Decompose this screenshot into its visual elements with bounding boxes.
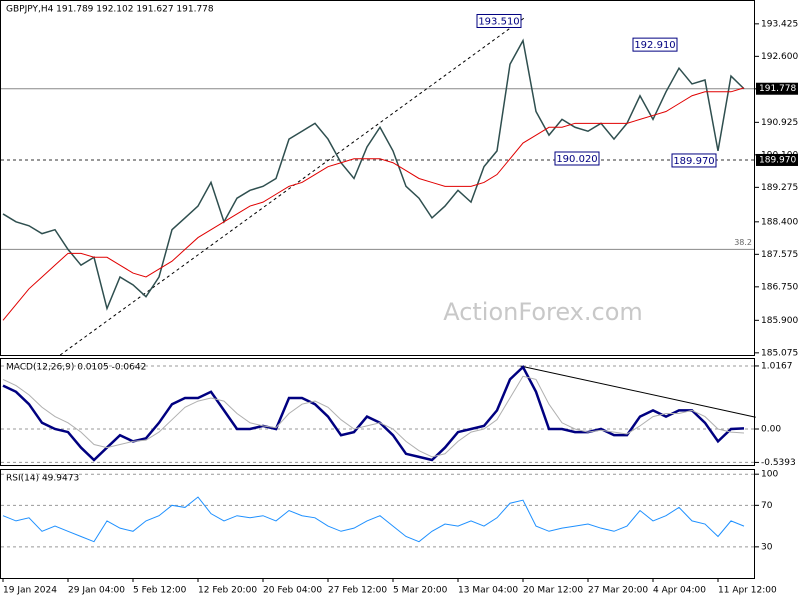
x-tick-label: 27 Mar 20:00 — [588, 586, 648, 596]
panel-title: RSI(14) 49.9473 — [6, 474, 79, 484]
y-tick-label: 1.0167 — [761, 361, 793, 371]
y-tick-label: 70 — [761, 501, 773, 511]
x-tick-label: 5 Mar 20:00 — [393, 586, 448, 596]
fib-label: 38.2 — [734, 238, 752, 247]
y-tick-label: -0.5393 — [761, 458, 796, 468]
watermark: ActionForex.com — [443, 298, 643, 326]
annotation-box — [554, 151, 600, 166]
rsi-panel — [0, 469, 755, 579]
y-tick-label: 30 — [761, 542, 773, 552]
x-tick-label: 13 Mar 04:00 — [458, 586, 518, 596]
annotation-box — [476, 13, 522, 28]
macd-panel — [0, 358, 755, 466]
annotation: 192.910 — [634, 40, 675, 51]
annotation-box — [632, 37, 678, 52]
y-tick-label: 0.00 — [761, 424, 781, 434]
annotation: 189.970 — [673, 156, 714, 167]
x-tick-label: 27 Feb 12:00 — [328, 586, 387, 596]
x-tick-label: 29 Jan 04:00 — [68, 586, 125, 596]
series-line — [2, 87, 745, 321]
price-panel — [0, 0, 755, 356]
series-line — [2, 364, 745, 462]
price-label-box — [756, 153, 798, 166]
x-tick-label: 20 Mar 12:00 — [523, 586, 583, 596]
price-label: 191.778 — [759, 84, 796, 94]
y-tick-label: 188.400 — [761, 217, 798, 227]
y-tick-label: 190.925 — [761, 118, 798, 128]
annotation-box — [671, 153, 717, 168]
price-label: 189.970 — [759, 155, 796, 165]
y-tick-label: 192.600 — [761, 52, 798, 62]
x-tick-label: 12 Feb 20:00 — [198, 586, 257, 596]
series-line — [2, 375, 745, 458]
x-tick-label: 4 Apr 04:00 — [653, 586, 706, 596]
y-tick-label: 193.425 — [761, 19, 798, 29]
x-tick-label: 20 Feb 04:00 — [263, 586, 322, 596]
series-line — [2, 38, 745, 311]
series-line — [2, 496, 745, 543]
panel-title: MACD(12,26,9) 0.0105 -0.0642 — [6, 363, 146, 373]
y-tick-label: 185.900 — [761, 316, 798, 326]
annotation: 193.510 — [478, 16, 519, 27]
y-tick-label: 189.275 — [761, 183, 798, 193]
x-tick-label: 11 Apr 12:00 — [718, 586, 777, 596]
panel-title: GBPJPY,H4 191.789 192.102 191.627 191.77… — [6, 5, 214, 15]
annotation: 190.020 — [556, 154, 597, 165]
y-tick-label: 100 — [761, 470, 778, 480]
y-tick-label: 185.075 — [761, 348, 798, 358]
trendline — [520, 365, 756, 418]
price-label-box — [756, 82, 798, 95]
y-tick-label: 187.575 — [761, 250, 798, 260]
x-tick-label: 19 Jan 2024 — [3, 586, 57, 596]
y-tick-label: 186.750 — [761, 282, 798, 292]
x-tick-label: 5 Feb 12:00 — [133, 586, 187, 596]
